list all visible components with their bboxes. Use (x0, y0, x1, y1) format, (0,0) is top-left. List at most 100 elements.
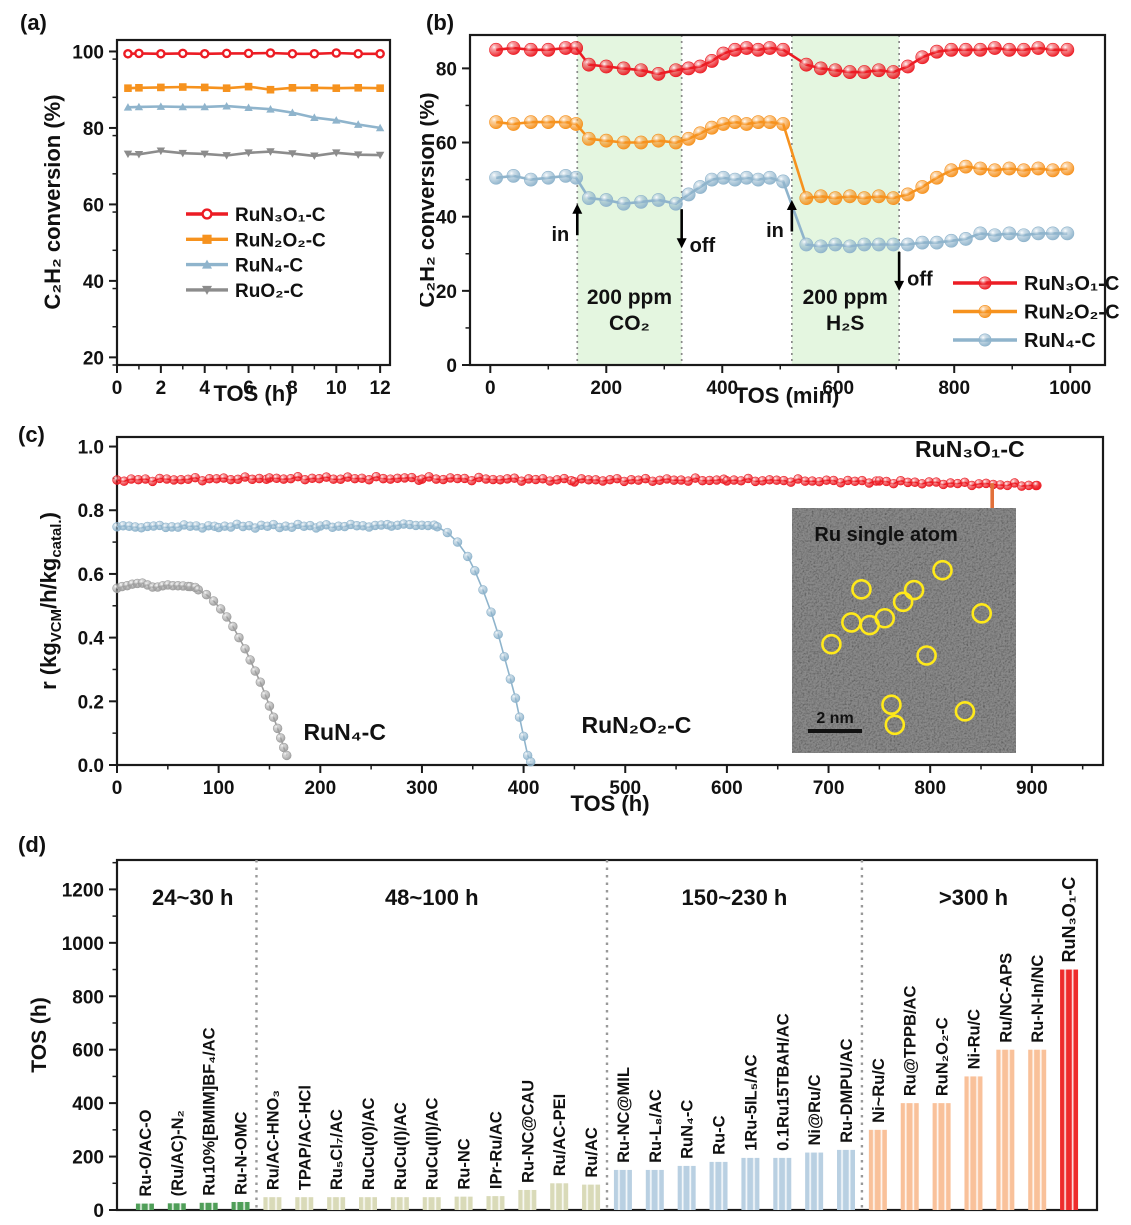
ru-atom-circle (954, 701, 976, 722)
legend-label: RuN₃O₁-C (1024, 273, 1119, 295)
marker (462, 551, 473, 562)
marker (634, 135, 648, 150)
x-tick-label: 0 (112, 378, 123, 399)
x-tick-label: 2 (156, 378, 167, 399)
marker (739, 117, 754, 131)
legend-label: RuN₂O₂-C (235, 230, 326, 251)
marker (929, 235, 944, 250)
annotation-arrowhead (786, 200, 797, 210)
marker (275, 733, 286, 743)
marker (693, 59, 708, 74)
bar-item: Ru-C (709, 1115, 729, 1210)
series-RuO₂-C (123, 147, 385, 161)
x-tick-label: 6 (243, 378, 254, 399)
marker (634, 194, 648, 209)
x-tick-label: 0 (485, 378, 496, 399)
ru-atom-circle (881, 694, 902, 716)
marker (828, 63, 843, 78)
y-tick-label: 400 (72, 1094, 104, 1115)
marker (681, 61, 696, 76)
panel-a-letter: (a) (20, 10, 47, 35)
bar-item: Ru-NC@MIL (613, 1067, 633, 1210)
axis-box (468, 33, 1107, 367)
series-RuN₂O₂-C (489, 115, 1075, 206)
bar (677, 1165, 696, 1210)
y-tick-label: 40 (436, 208, 457, 229)
marker (842, 65, 857, 79)
marker (813, 189, 828, 204)
marker (452, 537, 463, 547)
bar-item: Ru-N-In/NC (1028, 955, 1047, 1210)
bar-label: IPr-Ru/AC (487, 1111, 505, 1189)
marker (599, 59, 614, 74)
x-tick-label: 200 (304, 778, 336, 799)
marker (886, 65, 901, 79)
marker (616, 135, 631, 150)
marker (616, 196, 631, 211)
marker (201, 208, 213, 220)
group-header: >300 h (939, 885, 1008, 910)
bar (454, 1196, 473, 1210)
bar-item: Ru@TPPB/AC (900, 986, 920, 1210)
marker (510, 693, 521, 703)
marker (375, 123, 385, 132)
marker (651, 193, 666, 207)
marker (581, 57, 596, 72)
marker (1045, 163, 1060, 178)
marker (944, 233, 959, 248)
x-tick-label: 200 (590, 378, 622, 399)
bar-label: RuCu(0)/AC (360, 1098, 378, 1191)
marker (693, 126, 708, 141)
legend-label: RuN₄-C (235, 256, 303, 277)
marker (250, 666, 260, 676)
marker (857, 65, 872, 79)
bar-item: Ru-NC@CAU (518, 1080, 537, 1210)
marker (634, 63, 648, 78)
bar-label: Ru/AC (583, 1127, 601, 1177)
marker (1031, 41, 1046, 55)
bar (868, 1129, 887, 1210)
legend-label: RuO₂-C (235, 281, 304, 302)
annotation-arrowhead (676, 238, 687, 249)
panel-c-letter: (c) (18, 422, 45, 447)
x-axis-label: TOS (h) (570, 791, 649, 816)
y-tick-label: 60 (83, 195, 104, 216)
marker (799, 57, 814, 72)
marker (599, 133, 614, 148)
y-tick-label: 0.4 (78, 629, 105, 650)
marker (973, 226, 988, 241)
legend-item: RuO₂-C (186, 281, 304, 302)
marker (222, 84, 231, 92)
ru-atom-circle (971, 603, 993, 624)
y-axis-label: TOS (h) (28, 997, 51, 1072)
bar-label: RuN₃O₁-C (1059, 877, 1079, 963)
marker (234, 632, 244, 643)
x-tick-label: 800 (938, 378, 970, 399)
marker (354, 120, 363, 128)
bar-item: Ru₅Cl₇/AC (327, 1109, 346, 1210)
bar (390, 1197, 409, 1210)
annotation-arrowhead (572, 203, 583, 214)
marker (124, 84, 132, 92)
bar-label: Ru-N-OMC (233, 1112, 251, 1195)
marker (799, 237, 814, 252)
legend-label: RuN₂O₂-C (1024, 302, 1120, 324)
series-RuN₃O₁-C (123, 48, 385, 59)
marker (668, 196, 683, 211)
marker (776, 117, 791, 131)
marker (958, 42, 973, 57)
marker (1016, 228, 1031, 243)
marker (178, 149, 187, 158)
marker (704, 54, 719, 68)
ru-atom-circle (916, 645, 937, 666)
series-name-label: RuN₂O₂-C (581, 712, 691, 738)
marker (310, 113, 319, 121)
marker (514, 712, 525, 722)
legend-item: RuN₃O₁-C (953, 273, 1119, 295)
marker (309, 48, 320, 59)
marker (288, 83, 297, 92)
marker (353, 48, 364, 59)
marker (915, 50, 930, 65)
bar-label: Ru-C (711, 1115, 729, 1154)
